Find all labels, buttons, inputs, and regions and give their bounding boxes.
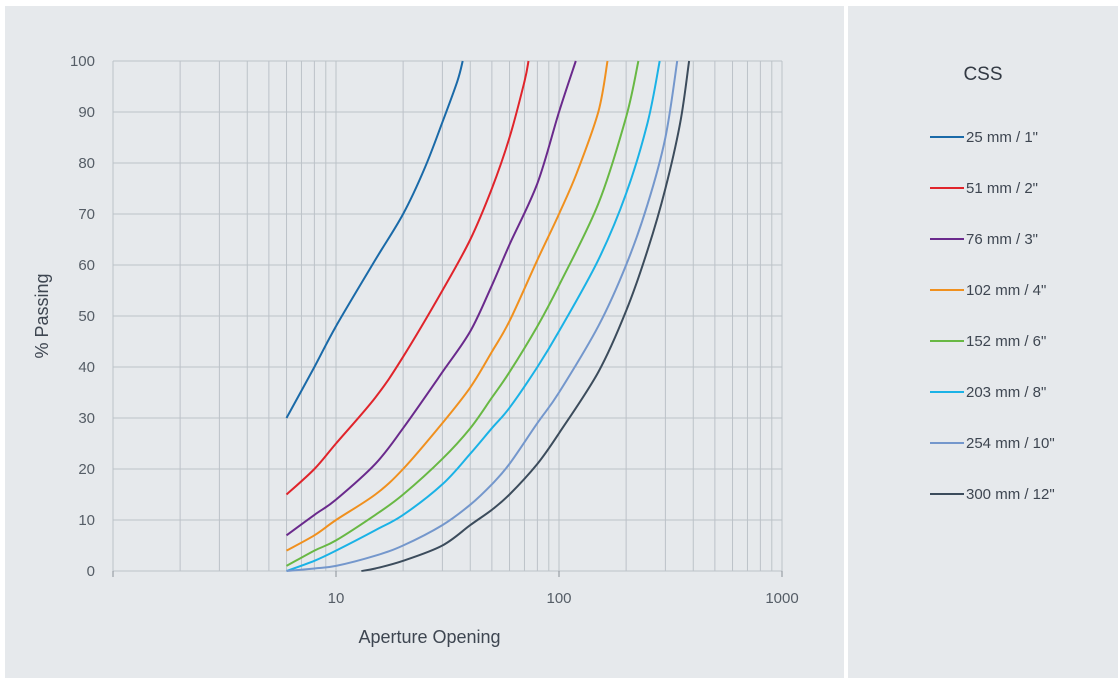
- series-line: [286, 60, 679, 572]
- legend-swatch: [930, 442, 964, 444]
- series-line: [285, 60, 464, 419]
- legend-item: 300 mm / 12": [930, 484, 1055, 504]
- x-tick-label: 1000: [765, 590, 798, 607]
- y-tick-label: 50: [78, 308, 95, 325]
- x-tick-label: 10: [328, 590, 345, 607]
- legend-swatch: [930, 238, 964, 240]
- y-tick-label: 20: [78, 461, 95, 478]
- legend-label: 76 mm / 3": [966, 230, 1039, 248]
- legend-title: CSS: [963, 64, 1003, 85]
- y-tick-label: 60: [78, 257, 95, 274]
- y-tick-label: 10: [78, 512, 95, 529]
- legend-item: 254 mm / 10": [930, 433, 1055, 453]
- legend-label: 300 mm / 12": [966, 485, 1055, 503]
- legend-item: 152 mm / 6": [930, 331, 1046, 351]
- legend-swatch: [930, 493, 964, 495]
- legend-label: 203 mm / 8": [966, 383, 1047, 401]
- y-tick-label: 90: [78, 104, 95, 121]
- series-line: [286, 60, 640, 567]
- y-tick-label: 70: [78, 206, 95, 223]
- legend-swatch: [930, 391, 964, 393]
- series-line: [286, 60, 609, 552]
- legend-swatch: [930, 340, 964, 342]
- legend-item: 203 mm / 8": [930, 382, 1046, 402]
- plot-panel: [5, 6, 844, 678]
- legend-swatch: [930, 289, 964, 291]
- legend-label: 152 mm / 6": [966, 332, 1047, 350]
- legend-item: 25 mm / 1": [930, 127, 1038, 147]
- y-tick-label: 40: [78, 359, 95, 376]
- legend-item: 76 mm / 3": [930, 229, 1038, 249]
- x-tick-label: 100: [546, 590, 571, 607]
- series-line: [285, 60, 530, 496]
- legend-item: 51 mm / 2": [930, 178, 1038, 198]
- legend-label: 51 mm / 2": [966, 179, 1039, 197]
- legend-label: 102 mm / 4": [966, 281, 1047, 299]
- x-axis-label: Aperture Opening: [358, 627, 500, 647]
- legend-label: 254 mm / 10": [966, 434, 1055, 452]
- series-line: [361, 60, 691, 572]
- legend-swatch: [930, 136, 964, 138]
- chart-svg: 0 10 20 30 40 50 60 70 80 90 100 10 100 1000 Aperture …: [32, 53, 799, 647]
- legend-item: 102 mm / 4": [930, 280, 1046, 300]
- legend-swatch: [930, 187, 964, 189]
- y-tick-label: 0: [87, 563, 95, 580]
- y-tick-label: 100: [70, 53, 95, 70]
- y-tick-label: 30: [78, 410, 95, 427]
- legend-label: 25 mm / 1": [966, 128, 1039, 146]
- legend-panel: CSS 25 mm / 1" 51 mm / 2" 76 mm / 3" 102 mm…: [848, 6, 1118, 678]
- y-tick-label: 80: [78, 155, 95, 172]
- y-axis-label: % Passing: [32, 273, 52, 358]
- series-line: [285, 60, 577, 537]
- series-line: [286, 60, 661, 572]
